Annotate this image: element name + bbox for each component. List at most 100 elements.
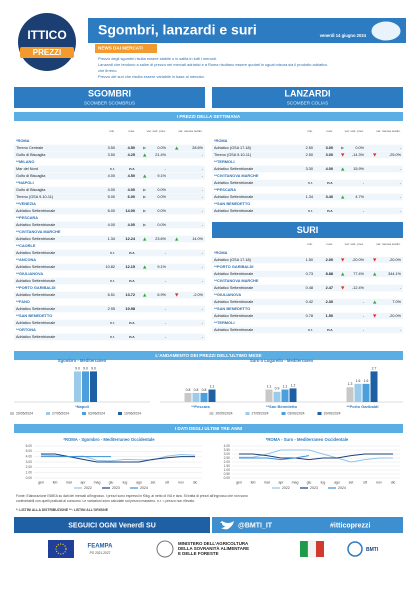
follow-band-left [14, 517, 210, 533]
cell: -20.0% [389, 314, 402, 318]
cell: 6.51 [108, 293, 115, 297]
trend-arrow [341, 167, 345, 171]
table-title: SURI [297, 225, 319, 235]
cell: - [202, 174, 204, 178]
cell: 2.50 [306, 153, 313, 157]
cell: 9.1% [157, 265, 166, 269]
trend-arrow [373, 314, 377, 318]
x-tick-label: set [349, 480, 354, 484]
cell: 0.73 [306, 272, 313, 276]
x-tick-label: feb [251, 480, 256, 484]
row-stripe [212, 165, 403, 173]
section-title: L'ANDAMENTO DEI PREZZI DELL'ULTIMO MESE [155, 353, 261, 358]
market-name: **NAPOLI [16, 180, 34, 185]
trend-arrow [143, 293, 147, 297]
section-title: I DATI DEGLI ULTIMI TRE ANNI [175, 426, 242, 431]
product: Adriatico Settentrionale [214, 181, 253, 185]
bar [90, 371, 97, 402]
row-stripe [212, 256, 403, 264]
trend-arrow [143, 146, 147, 150]
y-tick-label: 3.00 [26, 460, 33, 464]
value-label: 9.0 [83, 366, 88, 370]
market-name: *ROMA [214, 138, 228, 143]
section-band [14, 351, 403, 360]
feampa-sub: PO 2021-2027 [90, 551, 111, 555]
trend-arrow [341, 272, 345, 276]
legend-swatch [46, 412, 50, 415]
x-tick-label: ott [165, 480, 169, 484]
cell: 0.42 [306, 300, 313, 304]
row-stripe [212, 193, 403, 201]
footnote: Fonte: Elaborazione ISMEA su dati dei me… [16, 494, 248, 498]
row-stripe [14, 263, 205, 271]
cell: 4.7% [355, 195, 364, 199]
cell: 0.0% [157, 209, 166, 213]
market-name: **GIULIANOVA [16, 271, 43, 276]
trend-arrow [341, 146, 345, 150]
news-line: Prezzo degli sgombri risulta essere stab… [98, 56, 217, 61]
cell: - [202, 188, 204, 192]
cell: 4.25 [128, 153, 135, 157]
cell: - [202, 321, 204, 325]
cell: 3.00 [326, 153, 333, 157]
x-tick-label: apr [80, 480, 86, 484]
cell: 4.00 [108, 223, 115, 227]
x-tick-label: giu [307, 480, 312, 484]
legend-label: 2024 [140, 486, 148, 490]
product: Tirreno (GSA 9-10-11) [214, 153, 252, 157]
value-label: 0.8 [194, 388, 199, 392]
y-tick-label: 3.00 [224, 452, 231, 456]
news-line: Prezzo dei suri che risulta essere varia… [98, 74, 205, 79]
product: Adriatico Settentrionale [214, 328, 253, 332]
legend-label: 2024 [338, 486, 346, 490]
cell: 4.00 [108, 188, 115, 192]
column-header: var. sett. prec. [345, 242, 365, 246]
bar [281, 389, 289, 402]
cell: -20.0% [389, 258, 402, 262]
market-name: **SAN BENEDETTO [16, 313, 52, 318]
product: Adriatico Settentrionale [214, 300, 253, 304]
chart-title: Sgombro - Mediterraneo [58, 358, 107, 363]
section-band [14, 424, 403, 433]
chart-title: *ROMA - Sgombro - Mediterraneo Occidenta… [63, 437, 155, 442]
cell: n.r. [110, 167, 115, 171]
product: Golfo di Biscaglia [16, 174, 46, 178]
cell: - [400, 167, 402, 171]
row-stripe [14, 305, 205, 313]
product: Adriatico Settentrionale [214, 286, 253, 290]
cell: - [363, 300, 365, 304]
cell: 1.50 [306, 258, 313, 262]
cell: n.r. [129, 167, 135, 171]
cell: n.r. [308, 209, 313, 213]
value-label: 0.9 [275, 387, 280, 391]
trend-arrow [341, 153, 345, 157]
product: Adriatico Settentrionale [214, 195, 253, 199]
cell: -14.3% [352, 153, 365, 157]
value-label: 9.0 [75, 366, 80, 370]
market-name: **CIVITANOVA MARCHE [214, 278, 259, 283]
cell: -20.0% [352, 258, 365, 262]
row-stripe [212, 151, 403, 159]
cell: - [202, 279, 204, 283]
legend-label: 2023 [310, 486, 318, 490]
market-name: **SAN BENEDETTO [214, 306, 250, 311]
cell: 3.30 [306, 167, 313, 171]
cell: 5.00 [108, 195, 115, 199]
ministry-name: MINISTERO DELL'AGRICOLTURA [178, 541, 249, 546]
product: Adriatico Settentrionale [16, 209, 55, 213]
market-name: **TERMOLI [214, 159, 235, 164]
market-name: **TERMOLI [214, 320, 235, 325]
cell: 1.34 [306, 195, 313, 199]
cell: 1.50 [326, 314, 333, 318]
trend-arrow [143, 209, 147, 213]
x-tick-label: mag [94, 480, 101, 484]
bmti-emblem [347, 541, 363, 557]
x-tick-label: gen [236, 480, 242, 484]
cell: n.r. [308, 328, 313, 332]
cell: 0.0% [355, 146, 364, 150]
row-stripe [212, 326, 403, 334]
cell: -12.4% [352, 286, 365, 290]
cell: - [165, 279, 167, 283]
product: Adriatico (GSA 17-18) [214, 258, 252, 262]
